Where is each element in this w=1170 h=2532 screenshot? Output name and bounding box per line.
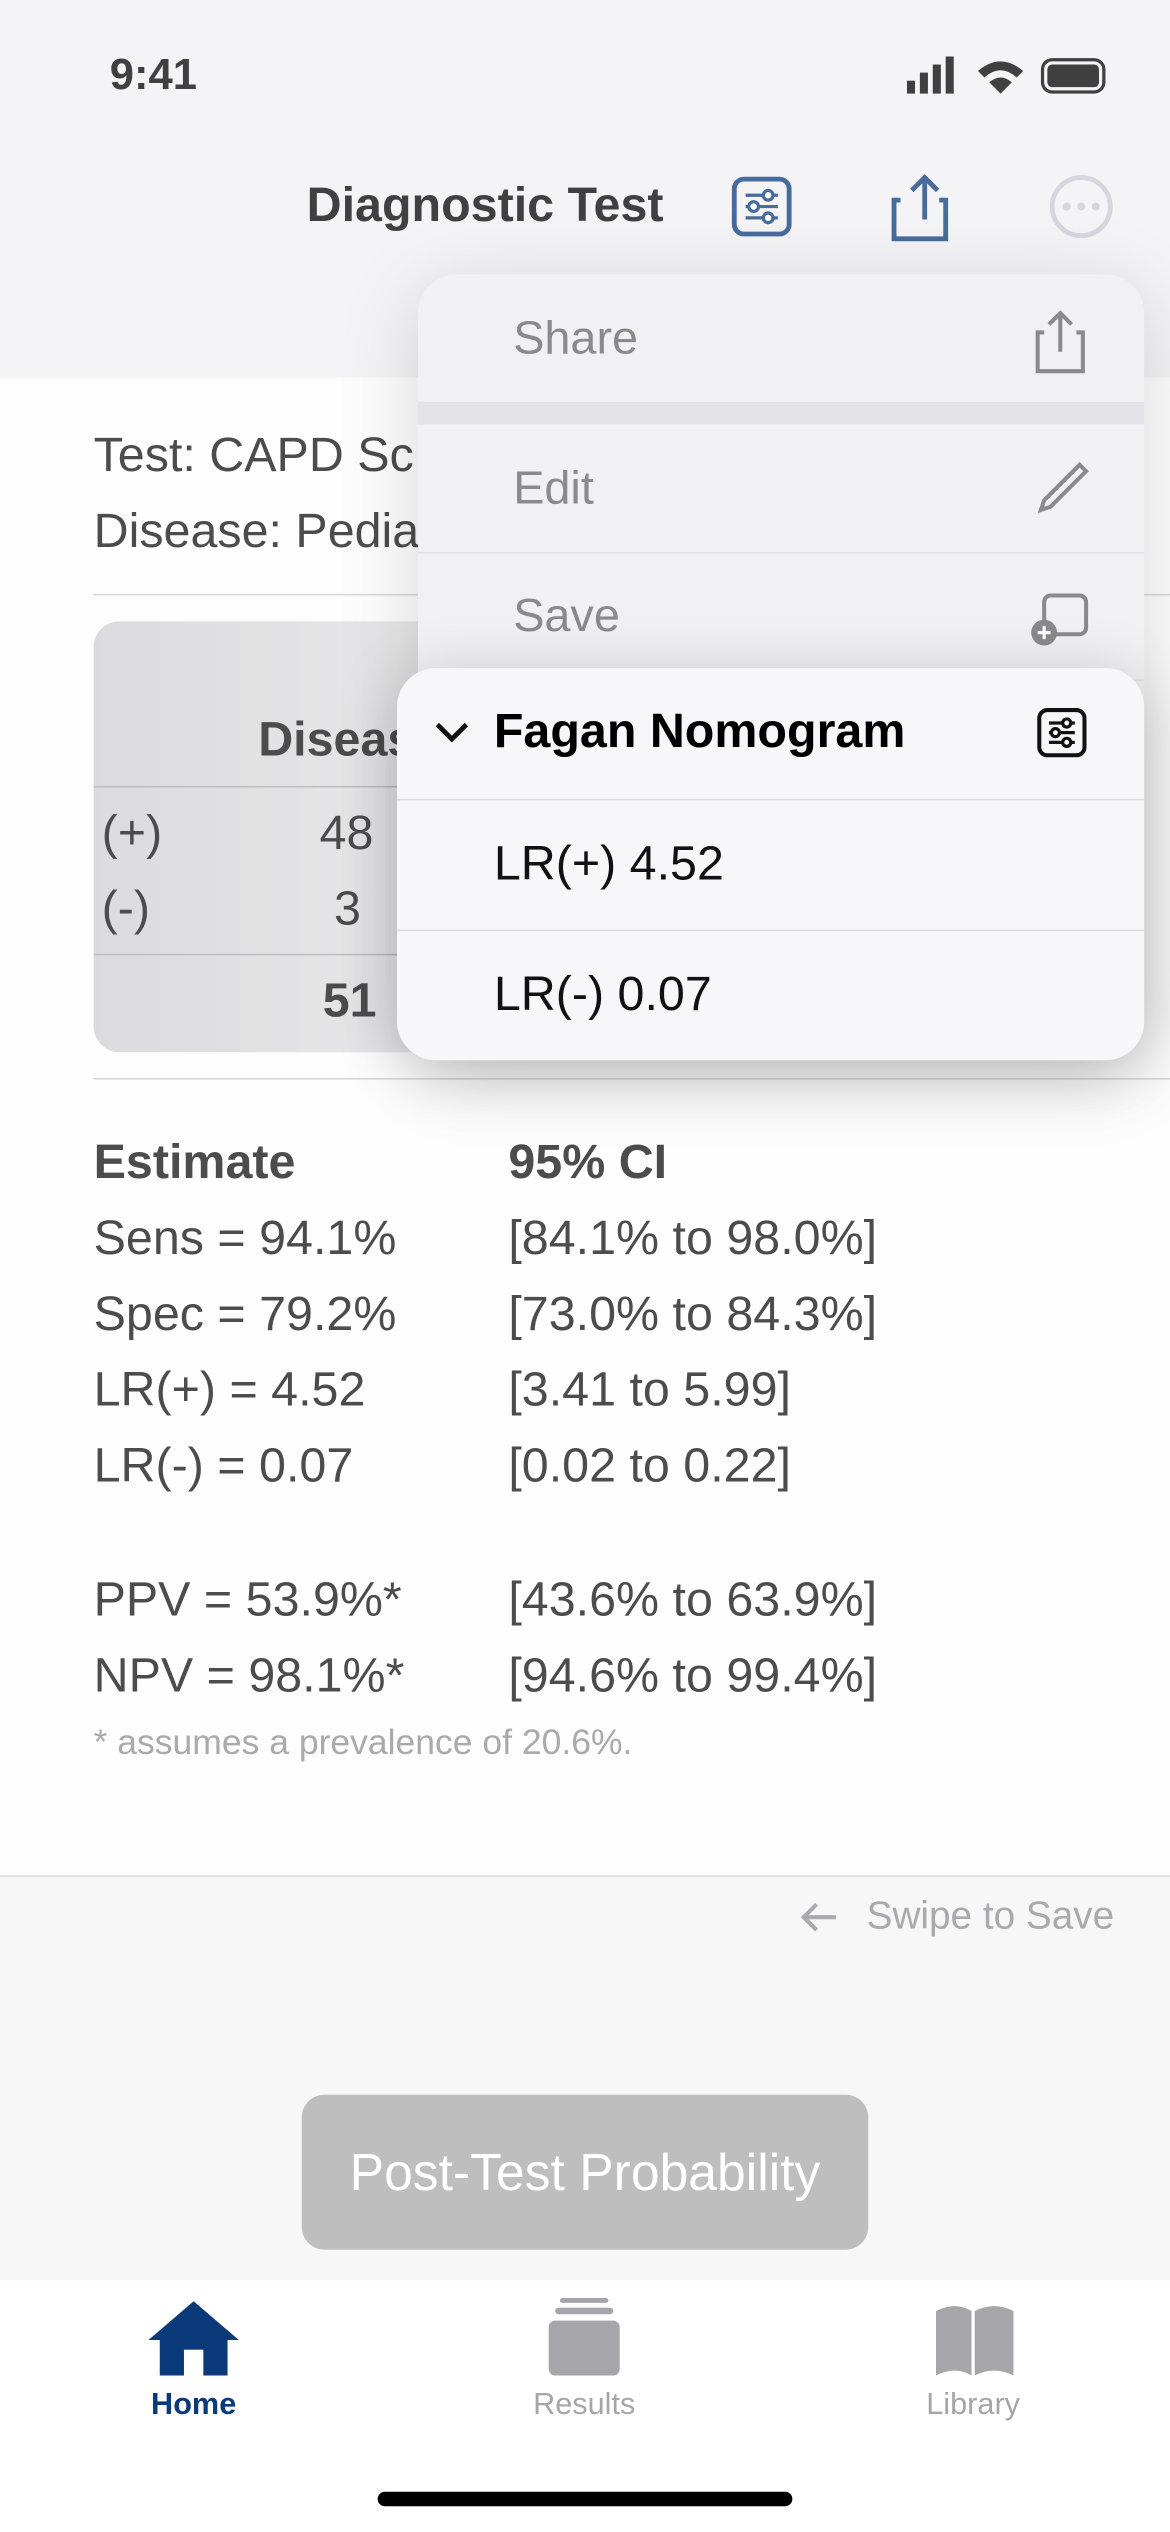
estimate-text: [43.6% to 63.9%]: [508, 1573, 878, 1627]
menu-share[interactable]: Share: [513, 313, 639, 365]
menu-save[interactable]: Save: [513, 590, 620, 643]
col-header: Estimate: [93, 1136, 296, 1190]
swipe-hint[interactable]: Swipe to Save: [866, 1894, 1115, 1939]
estimate-text: Sens = 94.1%: [93, 1211, 397, 1266]
post-test-button[interactable]: Post-Test Probability: [301, 2094, 869, 2250]
submenu-title[interactable]: Fagan Nomogram: [493, 705, 906, 759]
tab-results[interactable]: Results: [533, 2388, 636, 2423]
status-icons: [906, 56, 1106, 94]
tab-library[interactable]: Library: [926, 2388, 1020, 2423]
tab-icons: [148, 2298, 1014, 2376]
disease-label: Disease: Pedia: [93, 505, 420, 559]
estimate-text: Spec = 79.2%: [93, 1287, 397, 1342]
estimate-text: [0.02 to 0.22]: [508, 1439, 791, 1493]
submenu-lr-pos[interactable]: LR(+) 4.52: [493, 837, 724, 891]
tab-home[interactable]: Home: [151, 2388, 237, 2423]
chevron: [435, 722, 469, 743]
submenu-icon: [1037, 708, 1087, 758]
cell: 48: [319, 806, 374, 861]
col-header: 95% CI: [508, 1136, 668, 1190]
arrow-icon: [800, 1902, 836, 1932]
estimate-text: [3.41 to 5.99]: [508, 1363, 791, 1417]
table-line: [93, 953, 578, 956]
test-label: Test: CAPD Sc: [93, 429, 414, 483]
status-time: 9:41: [109, 50, 197, 99]
menu-icons: [1031, 310, 1089, 646]
divider: [93, 1078, 1170, 1080]
row-label: (-): [101, 882, 151, 937]
nav-title: Diagnostic Test: [306, 179, 664, 233]
menu-edit[interactable]: Edit: [513, 463, 594, 515]
table-header: Diseas: [258, 713, 415, 767]
estimate-text: LR(-) = 0.07: [93, 1439, 354, 1493]
total: 51: [322, 974, 377, 1028]
home-indicator: [377, 2491, 793, 2507]
row-label: (+): [101, 806, 163, 861]
menu-gap: [417, 403, 1145, 425]
submenu-lr-neg[interactable]: LR(-) 0.07: [493, 968, 712, 1022]
estimate-text: [94.6% to 99.4%]: [508, 1649, 878, 1703]
estimate-text: [84.1% to 98.0%]: [508, 1211, 878, 1266]
cell: 3: [334, 882, 361, 937]
table-line: [93, 785, 578, 788]
estimate-text: [73.0% to 84.3%]: [508, 1287, 878, 1342]
estimate-text: LR(+) = 4.52: [93, 1363, 366, 1417]
nav-icons: [731, 174, 1113, 242]
estimate-text: NPV = 98.1%*: [93, 1649, 405, 1703]
submenu: Fagan Nomogram LR(+) 4.52 LR(-) 0.07: [396, 668, 1145, 1061]
footnote: * assumes a prevalence of 20.6%.: [93, 1721, 633, 1763]
estimate-text: PPV = 53.9%*: [93, 1573, 402, 1627]
